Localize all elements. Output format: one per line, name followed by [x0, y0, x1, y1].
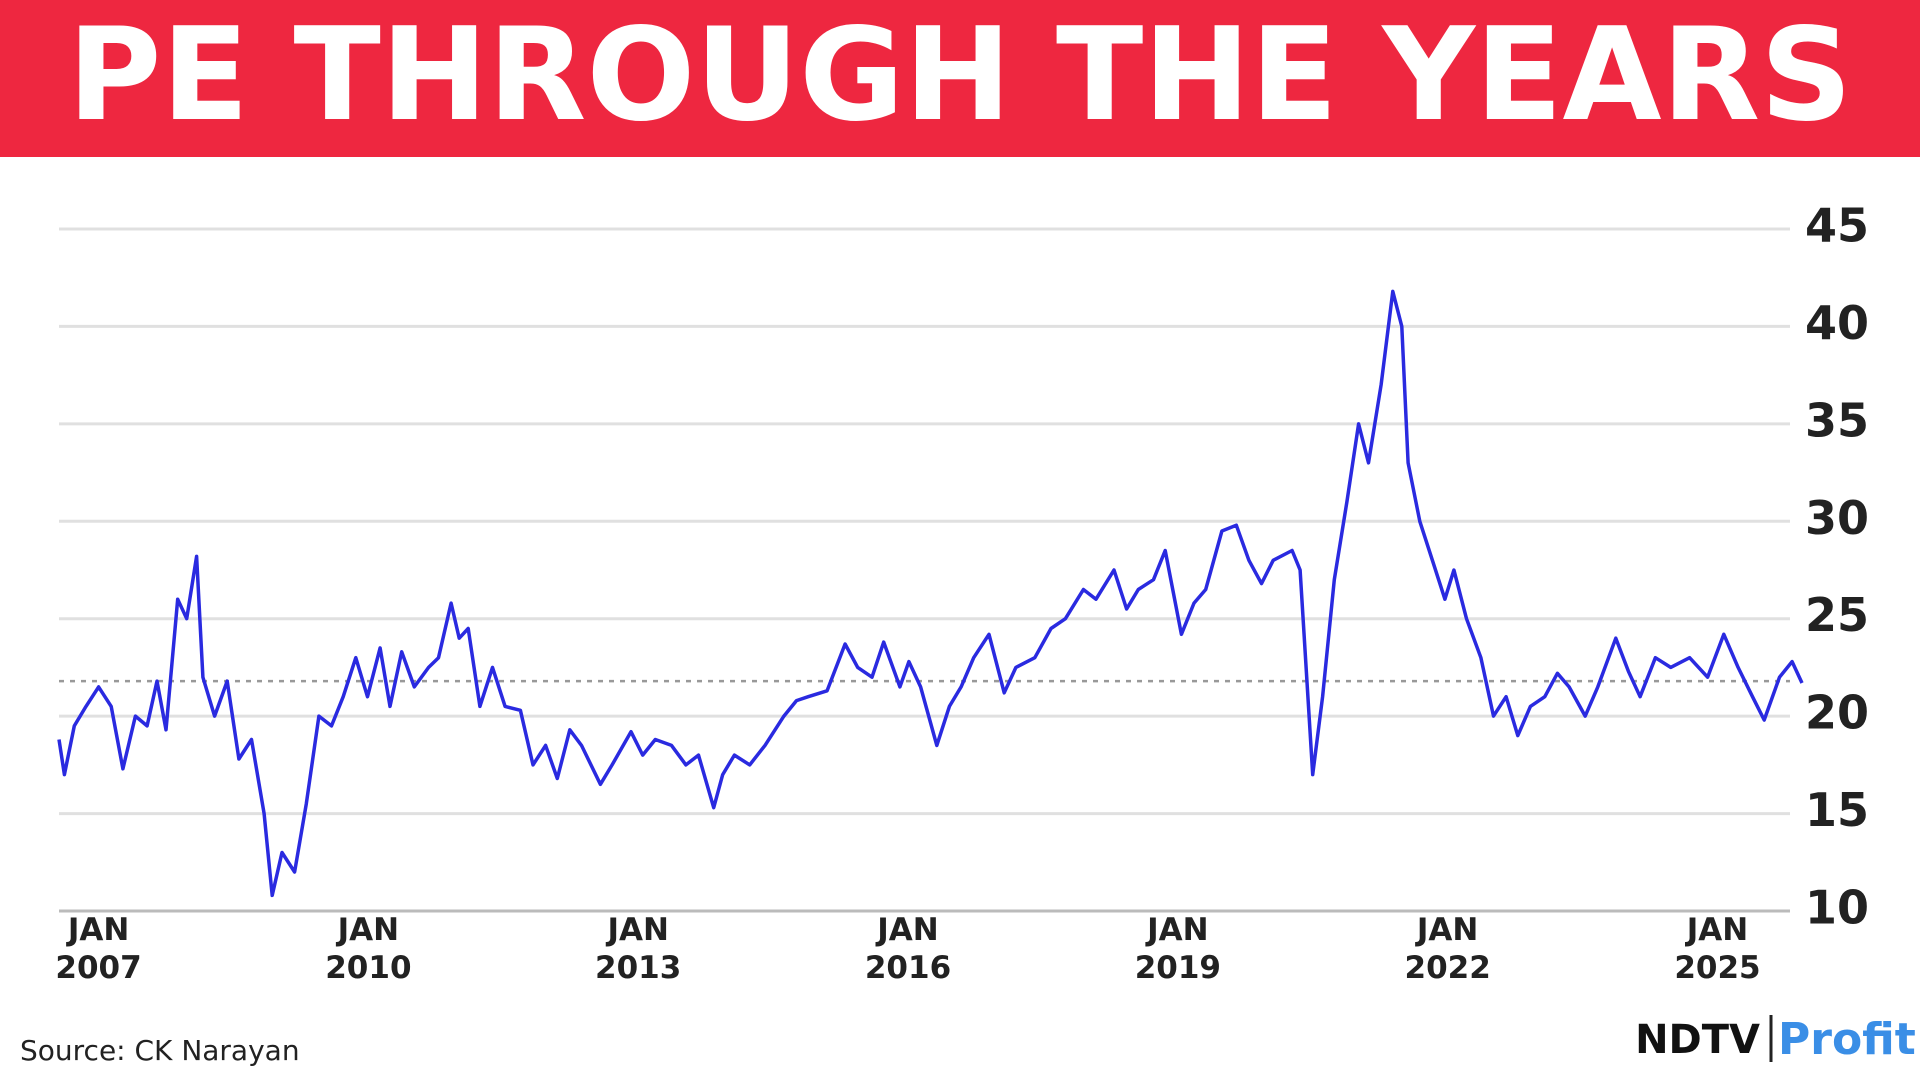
- title-banner: [0, 0, 1920, 157]
- y-tick-label: 20: [1805, 686, 1869, 740]
- chart-title: PE THROUGH THE YEARS: [68, 1, 1853, 150]
- x-tick-label: JAN 2010: [325, 912, 411, 986]
- y-tick-label: 40: [1805, 296, 1869, 350]
- y-tick-label: 10: [1805, 881, 1869, 935]
- x-tick-label: JAN 2022: [1405, 912, 1491, 986]
- y-tick-label: 25: [1805, 588, 1869, 642]
- x-tick-label: JAN 2007: [55, 912, 141, 986]
- series-line: [57, 289, 1804, 898]
- x-tick-label: JAN 2016: [865, 912, 951, 986]
- y-tick-label: 15: [1805, 783, 1869, 837]
- x-tick-label: JAN 2013: [595, 912, 681, 986]
- x-tick-label: JAN 2019: [1135, 912, 1221, 986]
- source: Source: CK Narayan: [20, 1034, 300, 1067]
- y-tick-label: 30: [1805, 491, 1869, 545]
- logo-product: Profit: [1778, 1014, 1916, 1065]
- y-tick-label: 35: [1805, 393, 1869, 447]
- y-tick-label: 45: [1805, 199, 1869, 253]
- x-tick-label: JAN 2025: [1674, 912, 1760, 986]
- logo-brand: NDTV: [1635, 1017, 1760, 1063]
